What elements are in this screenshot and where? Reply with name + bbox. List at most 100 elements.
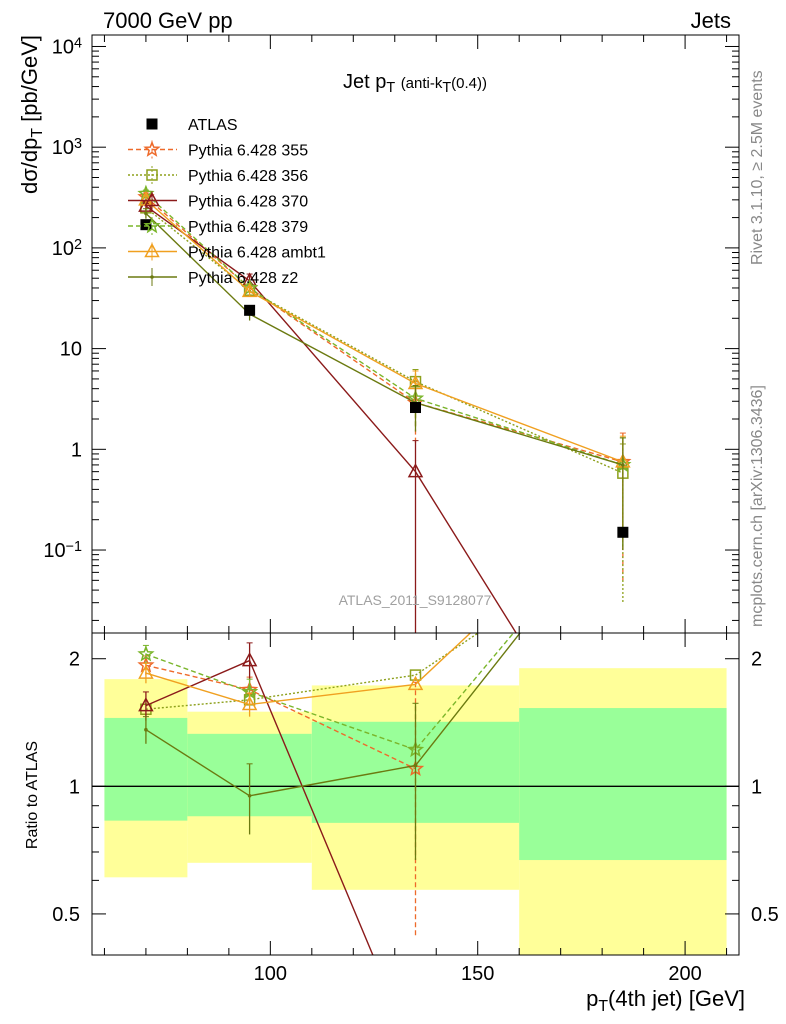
watermark-label: ATLAS_2011_S9128077: [339, 592, 492, 608]
star-marker: [143, 216, 161, 234]
legend-marker: [146, 169, 158, 181]
data-point: [617, 526, 629, 538]
square-marker: [409, 669, 422, 681]
legend-marker: [146, 118, 158, 130]
dot-marker: [621, 463, 625, 467]
data-point: [407, 675, 424, 691]
rivet-version-label: Rivet 3.1.10, ≥ 2.5M events: [749, 70, 766, 265]
series-line: [145, 212, 624, 466]
legend-marker: [144, 191, 160, 207]
x-axis-label: pT(4th jet) [GeV]: [586, 986, 745, 1015]
data-point: [144, 727, 148, 732]
y-tick-label: 1: [69, 776, 80, 798]
triangle-marker: [138, 664, 154, 679]
star-marker: [143, 140, 161, 157]
legend-label: Pythia 6.428 370: [188, 194, 308, 211]
header-right-label: Jets: [691, 8, 731, 33]
data-point: [241, 652, 258, 667]
header-left-label: 7000 GeV pp: [103, 8, 233, 33]
legend-entry-pythia-6-428-370: Pythia 6.428 370: [128, 191, 308, 211]
triangle-marker: [241, 652, 258, 667]
star-marker: [137, 645, 155, 662]
legend-label: ATLAS: [188, 117, 238, 134]
y-axis-title: dσ/dpT [pb/GeV]: [17, 35, 46, 194]
series-atlas: [140, 219, 629, 538]
data-point: [409, 669, 422, 681]
main-plot-area: [137, 184, 632, 633]
main-plot-title: Jet pT (anti-kT(0.4)): [343, 71, 487, 96]
series-line: [145, 196, 624, 463]
legend-entry-pythia-6-428-ambt1: Pythia 6.428 ambt1: [128, 242, 326, 262]
ratio-plot-area: [92, 633, 739, 955]
mcplots-label: mcplots.cern.ch [arXiv:1306.3436]: [749, 385, 766, 627]
legend-entry-pythia-6-428-356: Pythia 6.428 356: [128, 166, 308, 185]
y-tick-label: 10−1: [43, 539, 82, 562]
x-tick-label: 100: [254, 963, 287, 985]
legend-entry-pythia-6-428-z2: Pythia 6.428 z2: [128, 268, 298, 287]
triangle-marker: [241, 282, 258, 298]
ratio-y-axis-title: Ratio to ATLAS: [24, 741, 41, 849]
data-point: [407, 463, 424, 478]
ratio-axes: 0.5 0.5 1 1 2 2 100 150 200: [52, 633, 779, 985]
y-tick-label: 0.5: [52, 904, 80, 926]
data-point: [241, 282, 258, 298]
ratio-plot-frame: [91, 632, 740, 956]
y-tick-label: 103: [52, 136, 82, 159]
square-marker: [146, 118, 158, 130]
series-line: [145, 199, 624, 463]
inner-uncertainty-band: [519, 708, 727, 861]
data-point: [241, 695, 258, 711]
series-pythia-6-428-356: [140, 202, 629, 603]
data-point: [244, 304, 256, 316]
legend-marker: [144, 242, 160, 258]
plot-title-text: Jet pT (anti-kT(0.4)): [343, 71, 487, 96]
y-tick-label: 104: [52, 35, 82, 58]
triangle-marker: [407, 675, 424, 691]
y-tick-label: 1: [71, 439, 82, 461]
dot-marker: [144, 211, 148, 216]
square-marker: [146, 169, 158, 181]
legend-entry-pythia-6-428-355: Pythia 6.428 355: [128, 140, 308, 160]
data-point: [621, 463, 625, 467]
legend-label: Pythia 6.428 ambt1: [188, 245, 326, 262]
legend: ATLAS Pythia 6.428 355 Pythia 6.428 356 Pyt…: [128, 117, 326, 287]
legend-label: Pythia 6.428 356: [188, 168, 308, 185]
ratio-series-pythia-6-428-370: [138, 642, 374, 955]
y-tick-label-right: 1: [751, 776, 762, 798]
x-axis-title: pT(4th jet) [GeV]: [586, 986, 745, 1015]
series-pythia-6-428-379: [137, 184, 632, 551]
data-point: [247, 793, 252, 798]
dot-marker: [144, 727, 148, 732]
x-tick-label: 150: [461, 963, 494, 985]
legend-label: Pythia 6.428 355: [188, 143, 308, 160]
data-point: [144, 211, 148, 216]
legend-label: Pythia 6.428 z2: [188, 270, 298, 287]
data-point: [138, 697, 154, 712]
dot-marker: [150, 275, 154, 279]
dot-marker: [247, 793, 252, 798]
series-line: [145, 633, 480, 710]
legend-label: Pythia 6.428 379: [188, 219, 308, 236]
main-y-axis-label: dσ/dpT [pb/GeV]: [17, 35, 46, 194]
legend-entry-pythia-6-428-379: Pythia 6.428 379: [128, 216, 308, 236]
legend-marker: [150, 275, 154, 279]
data-point: [410, 402, 421, 414]
y-tick-label-right: 0.5: [751, 904, 779, 926]
y-tick-label: 102: [52, 237, 82, 260]
series-line: [145, 633, 472, 706]
series-line: [145, 205, 517, 633]
dot-marker: [413, 763, 418, 768]
x-tick-label: 200: [668, 963, 701, 985]
triangle-marker: [241, 695, 258, 711]
square-marker: [617, 526, 629, 538]
data-point: [138, 664, 154, 679]
data-point: [413, 763, 418, 768]
triangle-marker: [144, 191, 160, 207]
triangle-marker: [144, 242, 160, 258]
series-line: [145, 193, 624, 466]
legend-marker: [143, 140, 161, 157]
square-marker: [410, 402, 421, 414]
data-point: [137, 645, 155, 662]
